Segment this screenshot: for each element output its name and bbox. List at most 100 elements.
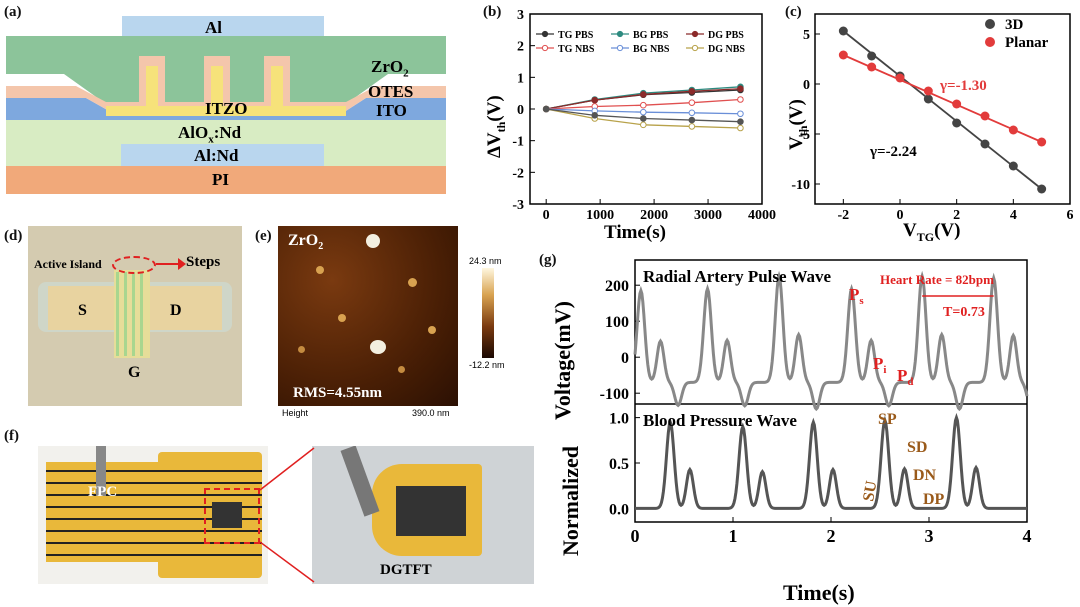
x-axis-label-c: VTG(V)	[903, 220, 961, 244]
y-tick-label-b: -2	[512, 166, 524, 181]
label-otes: OTES	[368, 82, 414, 101]
period-label: T=0.73	[943, 305, 985, 320]
series-point-b	[737, 110, 744, 118]
legend-label-b: DG NBS	[708, 44, 745, 55]
x-axis-label-g: Time(s)	[783, 580, 855, 605]
label-pi: PI	[212, 170, 229, 189]
label-sp: SP	[878, 411, 897, 428]
panel-label-e: (e)	[255, 228, 272, 244]
fit-line-c	[842, 54, 1043, 143]
afm-image	[278, 226, 458, 406]
label-ito: ITO	[376, 101, 407, 120]
y-tick-label-b: 2	[517, 40, 524, 55]
gamma-3d: γ=-2.24	[869, 144, 917, 160]
label-su: SU	[860, 479, 880, 503]
y-tick-label-b: 0	[517, 103, 524, 118]
x-tick-label-c: 0	[897, 208, 904, 223]
heart-rate: Heart Rate = 82bpm	[880, 272, 994, 287]
layer-pi	[6, 166, 446, 194]
series-point-b	[737, 124, 744, 132]
y-axis-label-g-top: Voltage(mV)	[550, 301, 575, 420]
series-point-b	[640, 115, 647, 122]
series-point-c	[980, 139, 990, 149]
afm-height-label: Height	[282, 408, 309, 418]
series-point-c	[923, 94, 933, 104]
label-al: Al	[205, 18, 222, 37]
panel-label-d: (d)	[4, 228, 23, 244]
label-source: S	[78, 302, 87, 319]
x-tick-label-g: 0	[631, 526, 640, 546]
legend-marker-b	[691, 30, 699, 38]
x-tick-label-g: 1	[729, 526, 738, 546]
series-line-g-bottom	[635, 412, 1027, 510]
legend-marker-b	[541, 30, 549, 38]
series-point-b	[542, 105, 550, 113]
x-axis-label-b: Time(s)	[604, 222, 666, 243]
series-point-c	[867, 51, 877, 61]
panel-label-c: (c)	[785, 4, 802, 20]
y-tick-label-c: 0	[803, 78, 810, 93]
y-tick-label-g-top: 200	[605, 278, 629, 295]
panel-label-g: (g)	[539, 252, 557, 268]
label-dn: DN	[913, 467, 937, 484]
pulse-wave-chart: -100 0 100 200 0.0 0.5 1.0 0 1 2 3 4 Radial Artery P…	[600, 259, 1032, 546]
layer-alnd	[121, 144, 324, 166]
fpc-highlight-box	[204, 488, 260, 544]
series-point-c	[952, 118, 962, 128]
legend-label-c: 3D	[1005, 17, 1024, 33]
y-tick-label-c: -10	[791, 178, 810, 193]
plot-frame-c	[814, 13, 1071, 205]
x-tick-label-b: 3000	[694, 208, 722, 223]
plot-frame-b	[529, 13, 763, 205]
x-tick-label-g: 4	[1023, 526, 1032, 546]
label-itzo: ITZO	[205, 99, 248, 118]
series-point-b	[688, 123, 696, 130]
series-point-b	[640, 121, 647, 129]
label-zro2: ZrO2	[371, 57, 409, 80]
dgtft-photo	[312, 446, 534, 584]
series-point-c	[838, 50, 848, 60]
vth-chart: -10 -5 0 5 -2 0 2 4 6 3D Planar γ=-1.30 γ=-2.24	[791, 13, 1074, 223]
series-point-c	[980, 111, 990, 121]
series-point-c	[923, 86, 933, 96]
y-tick-label-g-top: 0	[621, 350, 629, 367]
y-tick-label-g-bottom: 0.5	[609, 456, 629, 473]
y-tick-label-g-top: -100	[600, 386, 629, 403]
y-tick-label-b: 1	[517, 71, 524, 86]
label-alnd: Al:Nd	[194, 146, 239, 165]
label-pi: Pi	[873, 354, 886, 376]
y-tick-label-c: 5	[803, 28, 810, 43]
stability-chart: -3 -2 -1 0 1 2 3 0 1000 2000 3000 4000 TG PBS BG PBS D…	[512, 8, 776, 223]
x-tick-label-c: 2	[953, 208, 960, 223]
label-drain: D	[170, 302, 182, 319]
legend-marker-b	[691, 44, 699, 52]
chart-title-g-bottom: Blood Pressure Wave	[643, 411, 797, 430]
panel-label-b: (b)	[483, 4, 502, 20]
x-tick-label-g: 3	[925, 526, 934, 546]
y-tick-label-b: -3	[512, 198, 524, 213]
label-pd: Pd	[897, 366, 914, 388]
y-tick-label-g-bottom: 0.0	[609, 501, 629, 518]
series-point-b	[640, 108, 647, 116]
series-point-b	[737, 85, 744, 93]
series-point-b	[640, 91, 647, 98]
x-tick-label-c: 6	[1067, 208, 1074, 223]
afm-rms: RMS=4.55nm	[293, 385, 382, 401]
series-point-c	[895, 73, 905, 83]
afm-colorbar	[482, 268, 494, 358]
layer-itzo	[106, 106, 346, 116]
legend-marker-b	[616, 44, 624, 52]
steps-arrow	[156, 263, 180, 265]
legend-label-b: TG NBS	[558, 44, 595, 55]
label-active-island: Active Island	[34, 257, 102, 271]
series-point-b	[688, 109, 696, 117]
legend-marker-c	[985, 37, 995, 47]
legend-label-b: BG PBS	[633, 30, 669, 41]
series-line-g-top	[633, 270, 1029, 412]
x-tick-label-b: 0	[543, 208, 550, 223]
series-point-b	[688, 87, 696, 95]
legend-marker-b	[616, 30, 624, 38]
layer-ito	[6, 98, 446, 120]
y-tick-label-c: -5	[798, 128, 810, 143]
x-tick-label-g: 2	[827, 526, 836, 546]
